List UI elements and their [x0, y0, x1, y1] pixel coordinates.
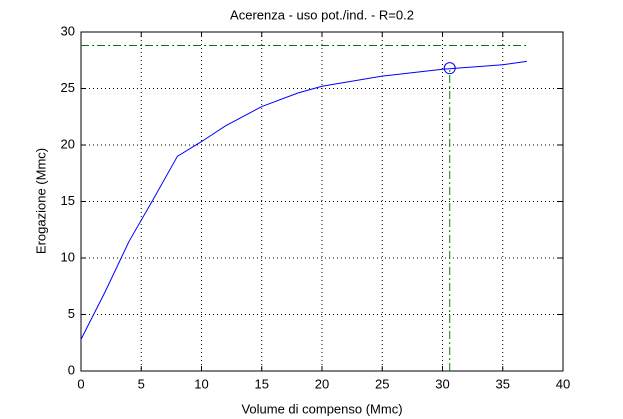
y-tick-label: 30: [61, 23, 75, 38]
x-tick-label: 25: [375, 376, 389, 391]
y-tick-label: 25: [61, 80, 75, 95]
x-tick-label: 0: [77, 376, 84, 391]
chart-title: Acerenza - uso pot./ind. - R=0.2: [230, 7, 414, 22]
y-tick-label: 15: [61, 193, 75, 208]
x-tick-label: 35: [496, 376, 510, 391]
axes-box: [80, 31, 564, 372]
y-axis-label: Erogazione (Mmc): [33, 148, 48, 254]
x-tick-label: 10: [194, 376, 208, 391]
data-line: [80, 60, 527, 340]
x-tick-label: 20: [315, 376, 329, 391]
x-tick-label: 40: [556, 376, 570, 391]
y-tick-label: 10: [61, 249, 75, 264]
x-tick-label: 30: [435, 376, 449, 391]
x-axis-label: Volume di compenso (Mmc): [241, 401, 402, 416]
y-tick-label: 20: [61, 136, 75, 151]
marker: [443, 62, 456, 75]
x-tick-label: 5: [138, 376, 145, 391]
y-tick-label: 5: [68, 306, 75, 321]
y-tick-label: 0: [68, 362, 75, 377]
x-tick-label: 15: [255, 376, 269, 391]
